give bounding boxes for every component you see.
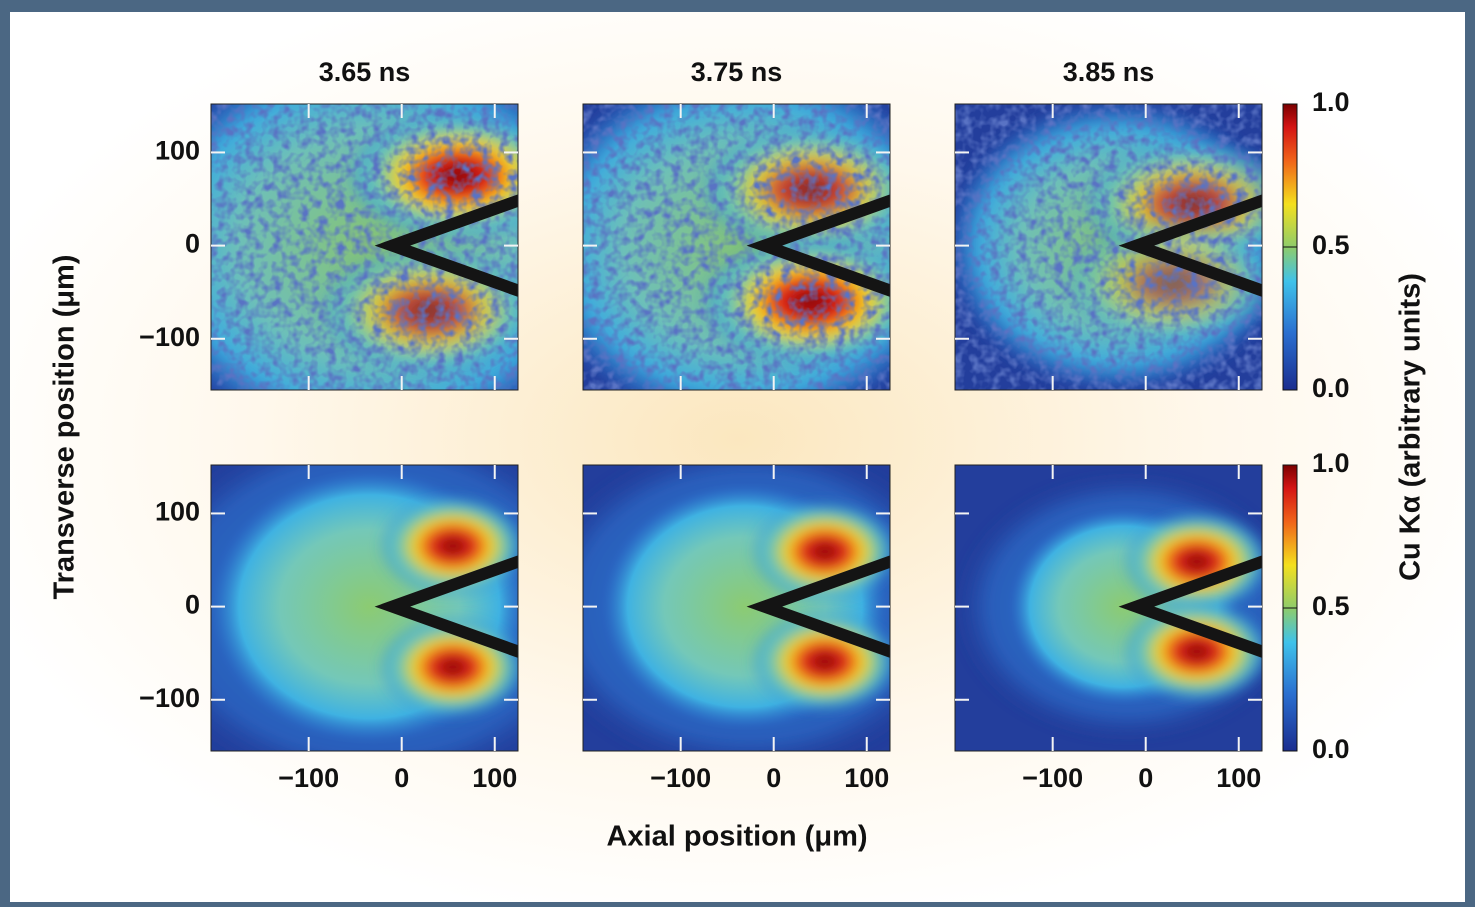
heatmap	[211, 465, 518, 751]
y-tick-label: −100	[139, 322, 200, 352]
heatmap	[955, 104, 1262, 390]
y-tick-label: 100	[155, 136, 200, 166]
cone	[746, 194, 890, 297]
colorbar-tick-label: 1.0	[1312, 448, 1350, 478]
y-tick-label: 100	[155, 497, 200, 527]
colorbar-tick-label: 0.5	[1312, 230, 1350, 260]
colorbar-label: Cu Kα (arbitrary units)	[1395, 273, 1427, 581]
y-tick-label: −100	[139, 683, 200, 713]
colorbar-tick-label: 0.0	[1312, 373, 1350, 403]
x-axis-label: Axial position (μm)	[606, 821, 867, 853]
x-tick-label: 0	[766, 763, 781, 793]
cone	[374, 194, 518, 297]
speckle	[583, 104, 890, 390]
speckle	[211, 104, 518, 390]
colorbar-tick-label: 0.5	[1312, 591, 1350, 621]
frame	[582, 103, 891, 391]
cone	[1118, 555, 1262, 658]
speckle	[955, 104, 1262, 390]
colorbar-tick-label: 0.0	[1312, 734, 1350, 764]
heatmap	[211, 104, 518, 390]
x-tick-label: 0	[394, 763, 409, 793]
x-tick-label: 100	[1216, 763, 1261, 793]
frame	[210, 464, 519, 752]
frame	[582, 464, 891, 752]
cone	[1118, 194, 1262, 297]
y-axis-label: Transverse position (μm)	[49, 255, 81, 600]
frame	[954, 103, 1263, 391]
panel-title: 3.85 ns	[1063, 57, 1155, 87]
x-tick-label: −100	[650, 763, 711, 793]
x-tick-label: 100	[472, 763, 517, 793]
y-tick-label: 0	[185, 590, 200, 620]
colorbar-tick-label: 1.0	[1312, 87, 1350, 117]
panel-title: 3.75 ns	[691, 57, 783, 87]
x-tick-label: 0	[1138, 763, 1153, 793]
x-tick-label: −100	[278, 763, 339, 793]
cone	[746, 555, 890, 658]
frame	[954, 464, 1263, 752]
cone	[374, 555, 518, 658]
x-tick-label: 100	[844, 763, 889, 793]
x-tick-label: −100	[1022, 763, 1083, 793]
y-tick-label: 0	[185, 229, 200, 259]
heatmap-blob	[1122, 600, 1262, 703]
heatmap	[955, 465, 1262, 751]
heatmap	[583, 465, 890, 751]
panel-title: 3.65 ns	[319, 57, 411, 87]
frame	[210, 103, 519, 391]
heatmap	[583, 104, 890, 390]
heatmap-blob	[1122, 510, 1262, 613]
